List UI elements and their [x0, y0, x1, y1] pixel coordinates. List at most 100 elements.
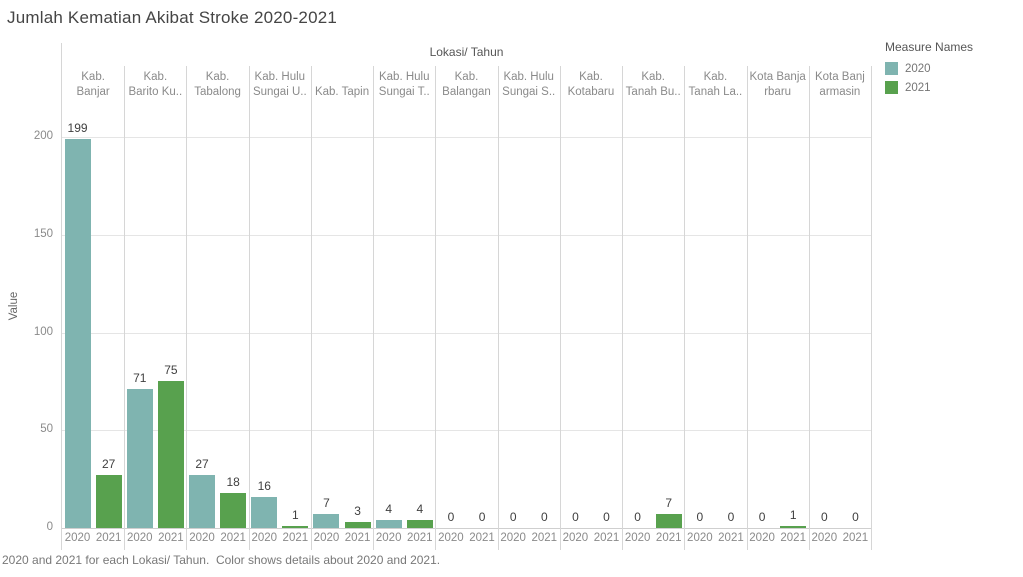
column-header[interactable]: Kota Banj armasin: [814, 70, 865, 98]
category-column: Kab. Tanah Bu.. 0 7 2020 2021: [622, 65, 684, 550]
pane-divider: [249, 66, 250, 550]
x-axis-year-label[interactable]: 2020: [251, 532, 278, 544]
bar-2020[interactable]: [251, 497, 278, 528]
bar-value-label: 0: [758, 510, 766, 524]
column-header[interactable]: Kab. Tapin: [314, 85, 370, 98]
column-header[interactable]: Kab. Kotabaru: [567, 70, 615, 98]
x-axis-year-label[interactable]: 2020: [687, 532, 713, 544]
x-axis-year-row: 2020 2021: [622, 529, 684, 550]
bar-value-label: 0: [820, 510, 828, 524]
category-column: Kota Banja rbaru 0 1 2020 2021: [747, 65, 809, 550]
x-axis-year-label[interactable]: 2021: [780, 532, 806, 544]
bar-value-label: 18: [226, 475, 240, 489]
x-axis-year-row: 2020 2021: [435, 529, 497, 550]
x-axis-year-row: 2020 2021: [249, 529, 311, 550]
bar-2021[interactable]: [406, 520, 433, 528]
x-axis-year-label[interactable]: 2020: [126, 532, 153, 544]
x-axis-year-label[interactable]: 2020: [624, 532, 651, 544]
bar-value-label: 199: [67, 121, 88, 135]
x-axis-year-row: 2020 2021: [560, 529, 622, 550]
x-axis-year-label[interactable]: 2021: [344, 532, 371, 544]
column-header[interactable]: Kab. Tanah La..: [688, 70, 743, 98]
legend-item-2020[interactable]: 2020: [885, 62, 1017, 75]
x-axis-year-row: 2020 2021: [62, 529, 124, 550]
pane: 199 27: [62, 102, 124, 528]
bar-value-label: 3: [354, 504, 361, 518]
bar-2021[interactable]: [344, 522, 371, 528]
bar-value-label: 0: [509, 510, 517, 524]
pane-divider: [871, 66, 872, 550]
column-header[interactable]: Kab. Balangan: [442, 70, 491, 98]
column-header[interactable]: Kota Banja rbaru: [749, 70, 806, 98]
column-header[interactable]: Kab. Banjar: [76, 70, 110, 98]
category-column: Kab. Balangan 0 0 2020 2021: [435, 65, 497, 550]
bar-2020[interactable]: [126, 389, 153, 528]
plot-background: [62, 102, 871, 529]
bar-value-label: 0: [727, 510, 735, 524]
legend-item-label: 2020: [905, 62, 931, 75]
x-axis-year-label[interactable]: 2021: [593, 532, 620, 544]
x-axis-year-label[interactable]: 2020: [189, 532, 215, 544]
bar-2021[interactable]: [282, 526, 309, 528]
x-axis-year-label[interactable]: 2021: [469, 532, 495, 544]
bar-2021[interactable]: [95, 475, 122, 528]
bar-value-label: 0: [540, 510, 548, 524]
x-axis-year-label[interactable]: 2021: [531, 532, 558, 544]
x-axis-year-label[interactable]: 2021: [655, 532, 682, 544]
legend-title: Measure Names: [885, 40, 974, 54]
bar-2021[interactable]: [220, 493, 247, 528]
pane-divider: [560, 66, 561, 550]
x-axis-year-label[interactable]: 2021: [95, 532, 122, 544]
bar-2020[interactable]: [313, 514, 340, 528]
column-header[interactable]: Kab. Hulu Sungai S..: [502, 70, 556, 98]
x-axis-year-label[interactable]: 2020: [749, 532, 775, 544]
x-axis-year-row: 2020 2021: [747, 529, 809, 550]
bar-2020[interactable]: [375, 520, 402, 528]
gridline: [62, 332, 871, 334]
bar-2020[interactable]: [64, 139, 91, 528]
column-header[interactable]: Kab. Hulu Sungai U..: [252, 70, 307, 98]
bar-value-label: 75: [164, 363, 178, 377]
pane-divider: [498, 66, 499, 550]
column-header[interactable]: Kab. Tanah Bu..: [625, 70, 681, 98]
x-axis-year-label[interactable]: 2020: [438, 532, 464, 544]
x-axis-year-label[interactable]: 2020: [500, 532, 526, 544]
category-column: Kab. Barito Ku.. 71 75 2020 2021: [124, 65, 186, 550]
x-axis-year-label[interactable]: 2021: [842, 532, 869, 544]
pane-divider: [435, 66, 436, 550]
category-column: Kab. Tabalong 27 18 2020 2021: [186, 65, 248, 550]
x-axis-year-label[interactable]: 2020: [313, 532, 340, 544]
column-header[interactable]: Kab. Barito Ku..: [128, 70, 183, 98]
x-axis-year-label[interactable]: 2021: [718, 532, 744, 544]
pane-divider: [747, 66, 748, 550]
bar-2020[interactable]: [189, 475, 215, 528]
pane: 71 75: [124, 102, 186, 528]
bar-2021[interactable]: [157, 381, 184, 528]
bar-value-label: 4: [416, 502, 424, 516]
category-column: Kab. Banjar 199 27 2020 2021: [62, 65, 124, 550]
x-axis-year-label[interactable]: 2021: [407, 532, 433, 544]
x-axis-year-label[interactable]: 2021: [282, 532, 309, 544]
column-header[interactable]: Kab. Hulu Sungai T..: [378, 70, 430, 98]
bar-value-label: 27: [101, 457, 116, 471]
x-axis-year-label[interactable]: 2021: [220, 532, 246, 544]
x-axis-year-label[interactable]: 2020: [562, 532, 589, 544]
x-axis-year-label[interactable]: 2021: [158, 532, 184, 544]
y-tick-label: 0: [46, 521, 53, 533]
legend-item-2021[interactable]: 2021: [885, 81, 1017, 94]
x-axis-year-label[interactable]: 2020: [811, 532, 838, 544]
pane-divider: [186, 66, 187, 550]
x-axis-year-label[interactable]: 2020: [375, 532, 402, 544]
column-header[interactable]: Kab. Tabalong: [194, 70, 241, 98]
bar-value-label: 4: [385, 502, 393, 516]
x-axis-year-row: 2020 2021: [373, 529, 435, 550]
gridline: [62, 430, 871, 432]
bar-value-label: 71: [133, 371, 147, 385]
bar-2021[interactable]: [655, 514, 682, 528]
x-axis-year-label[interactable]: 2020: [64, 532, 91, 544]
caption: 2020 and 2021 for each Lokasi/ Tahun. Co…: [2, 553, 441, 567]
legend-items: 2020 2021: [885, 62, 1017, 94]
bar-value-label: 1: [789, 508, 797, 522]
bar-2021[interactable]: [780, 526, 807, 528]
